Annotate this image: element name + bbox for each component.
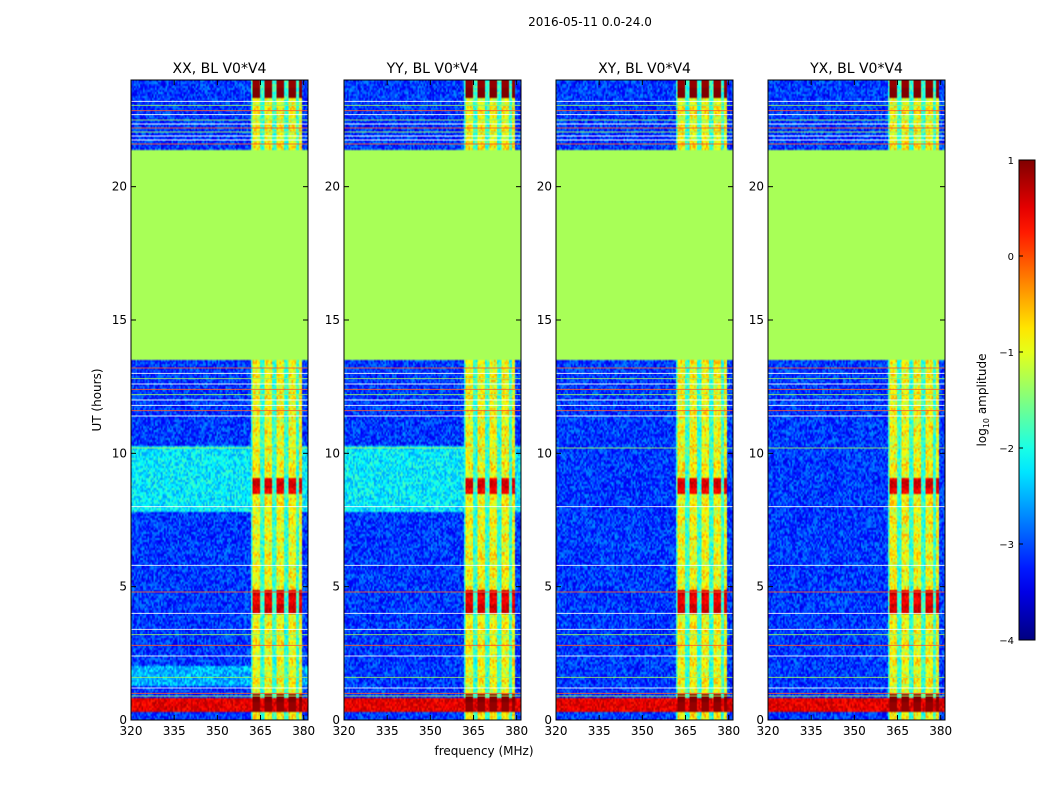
x-tick-label: 320 (757, 724, 780, 738)
x-tick-label: 335 (800, 724, 823, 738)
panel-title: YY, BL V0*V4 (386, 61, 479, 77)
colorbar-label-sub: 10 (982, 418, 991, 428)
x-tick-label: 365 (249, 724, 272, 738)
x-tick-label: 320 (333, 724, 356, 738)
y-tick-label: 15 (537, 313, 552, 327)
panel-yy: YY, BL V0*V4 320 335 350 365 380 0 5 10 15 20 (325, 61, 528, 738)
panel-yx: YX, BL V0*V4 320 335 350 365 380 0 5 10 15 20 (749, 61, 952, 738)
x-tick-label: 350 (419, 724, 442, 738)
x-tick-label: 365 (674, 724, 697, 738)
panel-frame (767, 79, 946, 721)
colorbar-label: log10 amplitude (975, 354, 991, 447)
x-tick-label: 335 (163, 724, 186, 738)
panel-frame (343, 79, 522, 721)
y-axis-label: UT (hours) (90, 368, 104, 431)
colorbar-tick-label: −2 (999, 444, 1014, 455)
y-tick-label: 0 (332, 713, 340, 727)
colorbar-tick-label: −4 (999, 636, 1014, 647)
colorbar-tick-label: −1 (999, 348, 1014, 359)
colorbar-label-main: log (975, 428, 989, 446)
panel-frame (555, 79, 734, 721)
y-tick-label: 15 (325, 313, 340, 327)
x-tick-label: 380 (929, 724, 952, 738)
y-tick-label: 20 (325, 180, 340, 194)
panel-title: YX, BL V0*V4 (809, 61, 903, 77)
panel-frame (130, 79, 309, 721)
panel-xx: XX, BL V0*V4 320 335 350 365 380 0 5 10 15 20 (112, 61, 315, 738)
colorbar-tick-label: 1 (1008, 156, 1014, 167)
x-tick-label: 335 (376, 724, 399, 738)
x-tick-label: 320 (545, 724, 568, 738)
y-tick-label: 20 (537, 180, 552, 194)
panel-xy: XY, BL V0*V4 320 335 350 365 380 0 5 10 15 20 (537, 61, 740, 738)
colorbar-tick-label: −3 (999, 540, 1014, 551)
x-tick-label: 365 (886, 724, 909, 738)
y-tick-label: 15 (112, 313, 127, 327)
y-tick-label: 5 (544, 580, 552, 594)
y-tick-label: 0 (756, 713, 764, 727)
x-tick-label: 350 (631, 724, 654, 738)
y-tick-label: 10 (112, 446, 127, 460)
y-tick-label: 15 (749, 313, 764, 327)
x-tick-label: 335 (588, 724, 611, 738)
panel-title: XY, BL V0*V4 (598, 61, 691, 77)
y-tick-label: 10 (325, 446, 340, 460)
x-tick-label: 320 (120, 724, 143, 738)
panel-title: XX, BL V0*V4 (173, 61, 267, 77)
y-tick-label: 20 (112, 180, 127, 194)
y-tick-label: 20 (749, 180, 764, 194)
y-tick-label: 10 (537, 446, 552, 460)
x-tick-label: 380 (717, 724, 740, 738)
x-tick-label: 380 (292, 724, 315, 738)
colorbar-tick-label: 0 (1008, 252, 1014, 263)
y-tick-label: 10 (749, 446, 764, 460)
x-tick-label: 350 (843, 724, 866, 738)
y-tick-label: 5 (332, 580, 340, 594)
y-tick-label: 0 (119, 713, 127, 727)
colorbar-label-tail: amplitude (975, 354, 989, 418)
y-tick-label: 5 (756, 580, 764, 594)
y-tick-label: 5 (119, 580, 127, 594)
x-axis-label: frequency (MHz) (434, 744, 533, 758)
colorbar-gradient (1018, 159, 1036, 641)
y-tick-label: 0 (544, 713, 552, 727)
x-tick-label: 350 (206, 724, 229, 738)
x-tick-label: 380 (505, 724, 528, 738)
figure-title: 2016-05-11 0.0-24.0 (528, 15, 652, 29)
x-tick-label: 365 (462, 724, 485, 738)
